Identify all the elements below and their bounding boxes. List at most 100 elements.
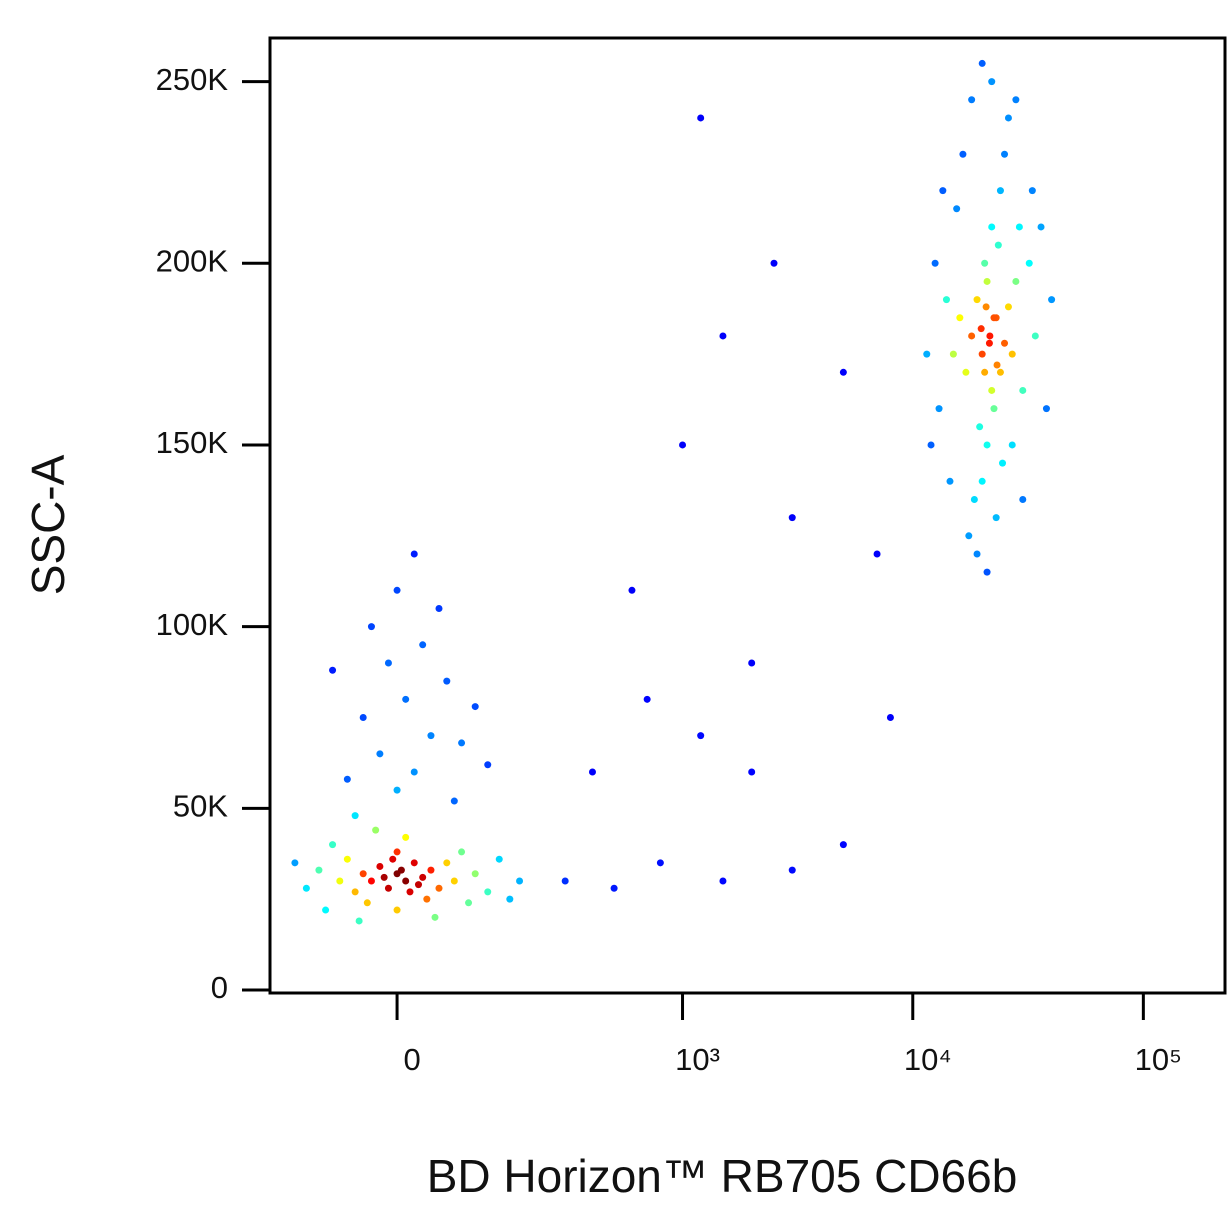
event-dot bbox=[450, 797, 458, 805]
event-dot bbox=[976, 423, 984, 431]
x-tick-label: 10⁵ bbox=[1135, 1042, 1182, 1077]
event-dot bbox=[315, 866, 323, 874]
event-dot bbox=[978, 350, 986, 358]
x-axis-title: BD Horizon™ RB705 CD66b bbox=[427, 1150, 1018, 1202]
event-dot bbox=[410, 768, 418, 776]
event-dot bbox=[402, 877, 410, 885]
event-dot bbox=[788, 866, 796, 874]
event-dot bbox=[450, 877, 458, 885]
event-dot bbox=[351, 888, 359, 896]
event-dot bbox=[484, 761, 492, 769]
event-dot bbox=[994, 241, 1002, 249]
event-dot bbox=[973, 550, 981, 558]
event-dot bbox=[643, 695, 651, 703]
event-dot bbox=[329, 841, 337, 849]
event-dot bbox=[628, 586, 636, 594]
event-dot bbox=[1028, 187, 1036, 195]
event-dot bbox=[406, 888, 414, 896]
event-dot bbox=[956, 314, 964, 322]
event-dot bbox=[962, 368, 970, 376]
y-tick-label: 100K bbox=[156, 607, 229, 642]
event-dot bbox=[414, 881, 422, 889]
event-dot bbox=[610, 884, 618, 892]
event-dot bbox=[435, 884, 443, 892]
event-dot bbox=[839, 368, 847, 376]
event-dot bbox=[343, 775, 351, 783]
event-dot bbox=[367, 877, 375, 885]
event-dot bbox=[431, 913, 439, 921]
y-axis-title: SSC-A bbox=[22, 454, 74, 595]
event-dot bbox=[1019, 495, 1027, 503]
event-dot bbox=[484, 888, 492, 896]
event-dot bbox=[949, 350, 957, 358]
event-dot bbox=[1037, 223, 1045, 231]
event-dot bbox=[1048, 296, 1056, 304]
event-dot bbox=[968, 332, 976, 340]
event-dot bbox=[1019, 386, 1027, 394]
event-dot bbox=[981, 259, 989, 267]
x-tick-label: 10³ bbox=[675, 1042, 720, 1077]
event-dot bbox=[322, 906, 330, 914]
y-tick-label: 200K bbox=[156, 243, 229, 278]
event-dot bbox=[393, 906, 401, 914]
event-dot bbox=[697, 732, 705, 740]
event-dot bbox=[996, 368, 1004, 376]
event-dot bbox=[788, 514, 796, 522]
event-dot bbox=[458, 739, 466, 747]
event-dot bbox=[302, 884, 310, 892]
event-dot bbox=[990, 405, 998, 413]
event-dot bbox=[935, 405, 943, 413]
event-dot bbox=[471, 870, 479, 878]
event-dot bbox=[393, 786, 401, 794]
event-dot bbox=[588, 768, 596, 776]
event-dot bbox=[1015, 223, 1023, 231]
event-dot bbox=[423, 895, 431, 903]
event-dot bbox=[679, 441, 687, 449]
event-dot bbox=[410, 550, 418, 558]
event-dot bbox=[1012, 96, 1020, 104]
event-dot bbox=[465, 899, 473, 907]
event-dot bbox=[1008, 350, 1016, 358]
event-dot bbox=[973, 296, 981, 304]
event-dot bbox=[427, 866, 435, 874]
event-dot bbox=[923, 350, 931, 358]
event-dot bbox=[990, 314, 998, 322]
event-dot bbox=[1001, 150, 1009, 158]
event-dot bbox=[506, 895, 514, 903]
event-dot bbox=[983, 441, 991, 449]
event-dot bbox=[981, 368, 989, 376]
event-dot bbox=[1001, 339, 1009, 347]
event-dot bbox=[983, 277, 991, 285]
event-dot bbox=[495, 855, 503, 863]
event-dot bbox=[970, 495, 978, 503]
event-dot bbox=[983, 568, 991, 576]
event-dot bbox=[329, 666, 337, 674]
x-tick-label: 0 bbox=[403, 1042, 420, 1077]
event-dot bbox=[1031, 332, 1039, 340]
event-dot bbox=[993, 361, 1001, 369]
event-dot bbox=[873, 550, 881, 558]
event-dot bbox=[942, 296, 950, 304]
event-dot bbox=[939, 187, 947, 195]
event-dot bbox=[886, 713, 894, 721]
event-dot bbox=[359, 870, 367, 878]
event-dot bbox=[458, 848, 466, 856]
y-tick-label: 150K bbox=[156, 425, 229, 460]
event-dot bbox=[367, 623, 375, 631]
event-dot bbox=[435, 604, 443, 612]
y-tick-label: 250K bbox=[156, 62, 229, 97]
event-dot bbox=[402, 695, 410, 703]
event-dot bbox=[719, 332, 727, 340]
event-dot bbox=[336, 877, 344, 885]
event-dot bbox=[359, 713, 367, 721]
event-dot bbox=[376, 750, 384, 758]
x-tick-label: 10⁴ bbox=[904, 1042, 952, 1077]
event-dot bbox=[471, 703, 479, 711]
event-dot bbox=[443, 859, 451, 867]
event-dot bbox=[999, 459, 1007, 467]
event-dot bbox=[748, 768, 756, 776]
event-dot bbox=[393, 870, 401, 878]
event-dot bbox=[985, 339, 993, 347]
event-dot bbox=[351, 812, 359, 820]
